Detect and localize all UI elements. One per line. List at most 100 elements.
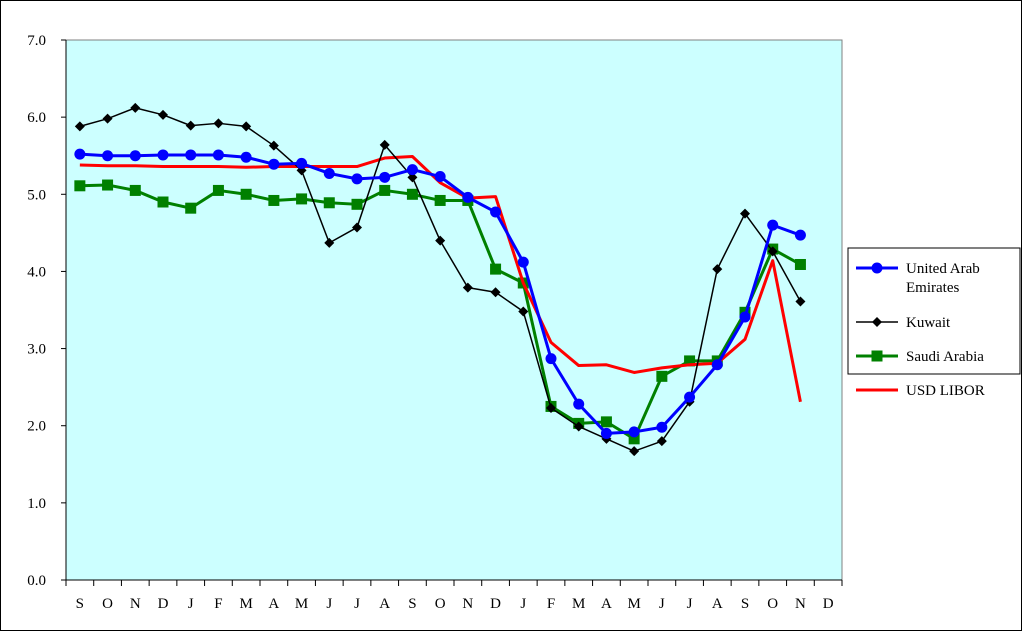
- x-tick-label: J: [188, 596, 194, 612]
- x-tick-label: S: [408, 596, 416, 612]
- data-point-saudi-arabia: [628, 433, 640, 445]
- data-point-united-arab-emirates: [794, 229, 806, 241]
- data-point-kuwait: [795, 296, 806, 307]
- legend-label: Saudi Arabia: [906, 349, 984, 365]
- x-tick-label: O: [767, 596, 778, 612]
- x-tick-label: D: [823, 596, 834, 612]
- data-point-kuwait: [573, 421, 584, 432]
- legend-label: USD LIBOR: [906, 383, 985, 399]
- y-tick-label: 7.0: [27, 33, 46, 49]
- x-tick-label: M: [239, 596, 252, 612]
- data-point-saudi-arabia: [490, 263, 502, 275]
- data-point-saudi-arabia: [157, 196, 169, 208]
- series-usd-libor: [79, 154, 802, 403]
- data-point-united-arab-emirates: [462, 191, 474, 203]
- y-tick-label: 6.0: [27, 110, 46, 126]
- data-point-kuwait: [767, 246, 778, 257]
- data-point-saudi-arabia: [434, 194, 446, 206]
- data-point-united-arab-emirates: [739, 311, 751, 323]
- x-tick-label: F: [214, 596, 222, 612]
- x-tick-label: M: [572, 596, 585, 612]
- data-point-kuwait: [407, 172, 418, 183]
- data-point-united-arab-emirates: [573, 398, 585, 410]
- data-point-united-arab-emirates: [656, 421, 668, 433]
- data-point-kuwait: [324, 237, 335, 248]
- data-point-united-arab-emirates: [379, 171, 391, 183]
- data-point-kuwait: [158, 109, 168, 120]
- x-tick-label: D: [158, 596, 169, 612]
- legend-item-united-arab-emirates: United Arab Emirates: [856, 261, 980, 296]
- data-point-united-arab-emirates: [684, 391, 696, 403]
- data-point-kuwait: [629, 446, 640, 457]
- y-tick-label: 0.0: [27, 573, 46, 589]
- data-point-saudi-arabia: [185, 202, 197, 214]
- y-tick-label: 4.0: [27, 264, 46, 280]
- x-tick-label: N: [130, 596, 141, 612]
- data-point-kuwait: [268, 140, 279, 151]
- x-tick-label: A: [379, 596, 390, 612]
- y-tick-label: 1.0: [27, 496, 46, 512]
- legend-label: United Arab: [906, 261, 980, 277]
- series-line-usd-libor: [79, 154, 802, 403]
- data-point-united-arab-emirates: [185, 149, 197, 161]
- plot-area: [65, 39, 843, 581]
- data-point-saudi-arabia: [794, 258, 806, 270]
- series-layer: [74, 102, 806, 457]
- data-point-kuwait: [435, 235, 446, 246]
- x-tick-label: N: [462, 596, 473, 612]
- data-point-saudi-arabia: [296, 193, 308, 205]
- data-point-united-arab-emirates: [711, 359, 723, 371]
- data-point-saudi-arabia: [102, 179, 114, 191]
- y-tick-label: 3.0: [27, 342, 46, 358]
- data-point-saudi-arabia: [351, 198, 363, 210]
- y-tick-label: 5.0: [27, 187, 46, 203]
- data-point-united-arab-emirates: [434, 171, 446, 183]
- data-point-kuwait: [102, 113, 113, 124]
- data-point-united-arab-emirates: [268, 158, 280, 170]
- data-point-united-arab-emirates: [102, 150, 114, 162]
- data-point-united-arab-emirates: [296, 157, 308, 169]
- data-point-kuwait: [130, 102, 141, 113]
- x-tick-label: M: [295, 596, 308, 612]
- legend-item-kuwait: Kuwait: [856, 315, 951, 331]
- y-tick-label: 2.0: [27, 419, 46, 435]
- data-point-united-arab-emirates: [129, 150, 141, 162]
- series-kuwait: [74, 102, 806, 457]
- data-point-united-arab-emirates: [490, 206, 502, 218]
- data-point-kuwait: [241, 121, 252, 132]
- x-tick-label: M: [627, 596, 640, 612]
- x-tick-label: J: [520, 596, 526, 612]
- data-point-kuwait: [74, 121, 85, 132]
- x-tick-label: S: [76, 596, 84, 612]
- data-point-saudi-arabia: [212, 184, 224, 196]
- data-point-united-arab-emirates: [240, 151, 252, 163]
- data-point-united-arab-emirates: [323, 167, 335, 179]
- legend-item-saudi-arabia: Saudi Arabia: [856, 349, 984, 365]
- data-point-united-arab-emirates: [406, 164, 418, 176]
- data-point-kuwait: [352, 222, 362, 233]
- data-point-kuwait: [490, 287, 501, 298]
- data-point-kuwait: [740, 208, 750, 219]
- data-point-united-arab-emirates: [545, 353, 557, 365]
- series-united-arab-emirates: [74, 148, 806, 439]
- data-point-kuwait: [185, 120, 196, 131]
- data-point-united-arab-emirates: [517, 256, 529, 268]
- legend-item-usd-libor: USD LIBOR: [856, 383, 985, 399]
- legend: United Arab Emirates Kuwait Saudi Arabia USD…: [847, 247, 1021, 399]
- x-tick-label: A: [268, 596, 279, 612]
- data-point-kuwait: [546, 402, 556, 413]
- legend-swatch-marker: [871, 262, 883, 274]
- x-tick-label: A: [712, 596, 723, 612]
- data-point-saudi-arabia: [268, 194, 280, 206]
- x-tick-label: D: [490, 596, 501, 612]
- x-tick-label: S: [741, 596, 749, 612]
- data-point-kuwait: [712, 264, 723, 275]
- data-point-saudi-arabia: [600, 416, 612, 428]
- x-tick-label: O: [435, 596, 446, 612]
- x-tick-label: J: [354, 596, 360, 612]
- x-tick-label: J: [659, 596, 665, 612]
- data-point-kuwait: [379, 139, 390, 150]
- data-point-saudi-arabia: [74, 180, 86, 192]
- data-point-united-arab-emirates: [74, 148, 86, 160]
